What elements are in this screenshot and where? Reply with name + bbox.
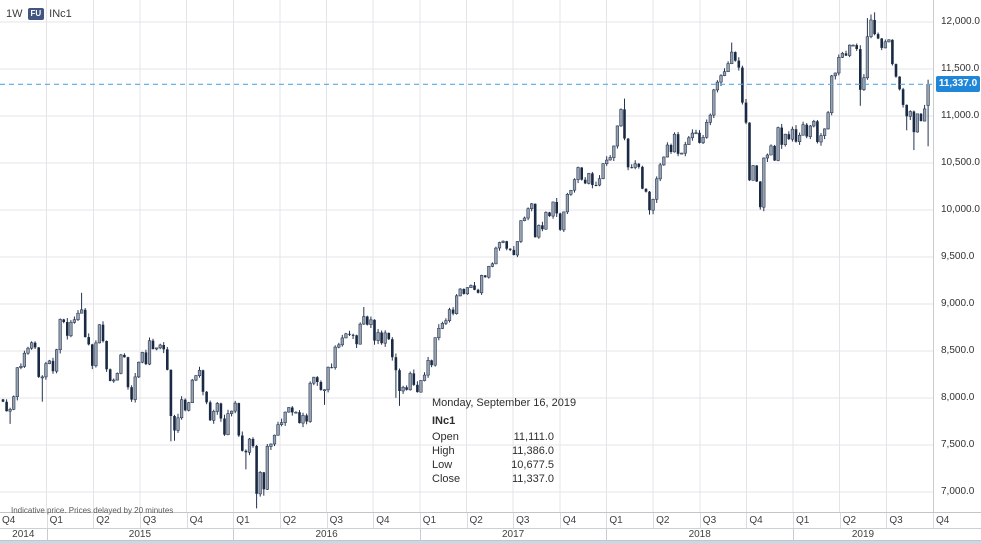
year-label: 2017 <box>501 529 525 540</box>
quarter-label: Q2 <box>282 515 297 526</box>
year-separator <box>419 529 421 540</box>
tooltip-high-label: High <box>432 445 455 457</box>
quarter-label: Q3 <box>516 515 530 526</box>
tooltip-low-label: Low <box>432 459 453 471</box>
price-tick-label: 9,500.0 <box>941 251 975 262</box>
year-label: 2014 <box>12 529 35 540</box>
price-tick-label: 8,500.0 <box>941 345 975 356</box>
chart-toolbar: 1W FU INc1 <box>6 6 72 22</box>
quarter-label: Q1 <box>796 515 810 526</box>
time-axis-tick <box>139 513 141 529</box>
time-axis-tick <box>93 513 95 529</box>
year-separator <box>233 529 235 540</box>
price-tick-label: 7,000.0 <box>941 486 975 497</box>
tooltip-low-value: 10,677.5 <box>511 459 554 471</box>
tooltip-rows: Open 11,111.0 High 11,386.0 Low 10,677.5… <box>432 430 554 486</box>
year-separator <box>606 529 608 540</box>
time-axis-tick <box>886 513 888 529</box>
price-tick-label: 8,000.0 <box>941 392 975 403</box>
price-axis[interactable]: 11,337.0 12,000.0 11,500.0 11,000.0 10,500.… <box>933 0 981 512</box>
time-axis-tick <box>839 513 841 529</box>
price-tick-label: 12,000.0 <box>941 16 980 27</box>
time-axis-tick <box>326 513 328 529</box>
price-chart-plot-area[interactable] <box>0 0 933 512</box>
quarter-label: Q3 <box>142 515 157 526</box>
candlestick-chart-canvas[interactable] <box>0 0 933 512</box>
ohlc-tooltip: Monday, September 16, 2019 INc1 Open 11,… <box>432 397 577 486</box>
tooltip-open-value: 11,111.0 <box>513 431 554 443</box>
time-axis-tick <box>699 513 701 529</box>
candlestick-series <box>1 12 930 509</box>
year-label: 2018 <box>688 529 711 540</box>
time-axis-tick <box>746 513 748 529</box>
tooltip-symbol: INc1 <box>432 415 456 427</box>
price-tick-label: 11,000.0 <box>941 110 980 121</box>
time-axis-tick <box>233 513 235 529</box>
time-axis-tick <box>653 513 655 529</box>
quarter-label: Q3 <box>329 515 343 526</box>
tooltip-close-label: Close <box>432 473 461 485</box>
year-label: 2019 <box>851 529 875 540</box>
quarter-label: Q4 <box>936 515 950 526</box>
quarter-label: Q1 <box>236 515 250 526</box>
price-tick-label: 9,000.0 <box>941 298 975 309</box>
quarter-label: Q4 <box>2 515 16 526</box>
time-axis-tick <box>373 513 375 529</box>
last-price-badge: 11,337.0 <box>936 76 980 92</box>
time-axis-tick <box>466 513 468 529</box>
price-tick-label: 11,500.0 <box>941 63 980 74</box>
tooltip-row-open: Open 11,111.0 <box>432 430 554 444</box>
quarter-label: Q4 <box>749 515 763 526</box>
tooltip-high-value: 11,386.0 <box>511 445 554 457</box>
time-axis-tick <box>606 513 608 529</box>
quarter-label: Q2 <box>842 515 857 526</box>
quarter-label: Q3 <box>889 515 903 526</box>
year-separator <box>46 529 48 540</box>
quarter-label: Q3 <box>702 515 717 526</box>
time-axis-tick <box>559 513 561 529</box>
quarter-label: Q1 <box>49 515 63 526</box>
tooltip-date: Monday, September 16, 2019 <box>432 397 577 409</box>
time-axis-tick <box>933 513 934 529</box>
quarter-label: Q1 <box>609 515 623 526</box>
quarter-label: Q2 <box>656 515 670 526</box>
delayed-price-disclaimer: Indicative price. Prices delayed by 20 m… <box>11 506 174 515</box>
quarter-label: Q2 <box>96 515 110 526</box>
quarter-label: Q2 <box>469 515 483 526</box>
time-axis-years[interactable]: 2014 2015 2016 2017 2018 2019 <box>0 528 981 541</box>
time-axis-tick <box>513 513 515 529</box>
time-axis-tick <box>419 513 421 529</box>
year-label: 2016 <box>315 529 338 540</box>
price-tick-label: 10,000.0 <box>941 204 980 215</box>
time-axis-tick <box>186 513 188 529</box>
quarter-label: Q4 <box>376 515 390 526</box>
tooltip-row-close: Close 11,337.0 <box>432 472 554 486</box>
time-axis-tick <box>279 513 281 529</box>
year-label: 2015 <box>128 529 152 540</box>
price-tick-label: 7,500.0 <box>941 439 975 450</box>
quarter-label: Q4 <box>189 515 203 526</box>
tooltip-close-value: 11,337.0 <box>511 473 554 485</box>
interval-selector[interactable]: 1W <box>6 8 23 20</box>
grid-lines <box>0 0 933 512</box>
tooltip-open-label: Open <box>432 431 459 443</box>
horizontal-scrollbar[interactable] <box>0 541 981 544</box>
time-axis-tick <box>793 513 794 529</box>
tooltip-row-high: High 11,386.0 <box>432 444 554 458</box>
time-axis-tick <box>46 513 48 529</box>
quarter-label: Q1 <box>422 515 437 526</box>
symbol-label[interactable]: INc1 <box>49 8 72 20</box>
quarter-label: Q4 <box>562 515 577 526</box>
tooltip-row-low: Low 10,677.5 <box>432 458 554 472</box>
time-axis-quarters[interactable]: Q4 Q1 Q2 Q3 Q4 Q1 Q2 Q3 Q4 Q1 Q2 Q3 Q4 Q1 Q2 Q3 Q4 Q1 Q2 Q3… <box>0 512 981 529</box>
price-tick-label: 10,500.0 <box>941 157 980 168</box>
futures-type-badge: FU <box>27 8 45 20</box>
year-separator <box>793 529 794 540</box>
